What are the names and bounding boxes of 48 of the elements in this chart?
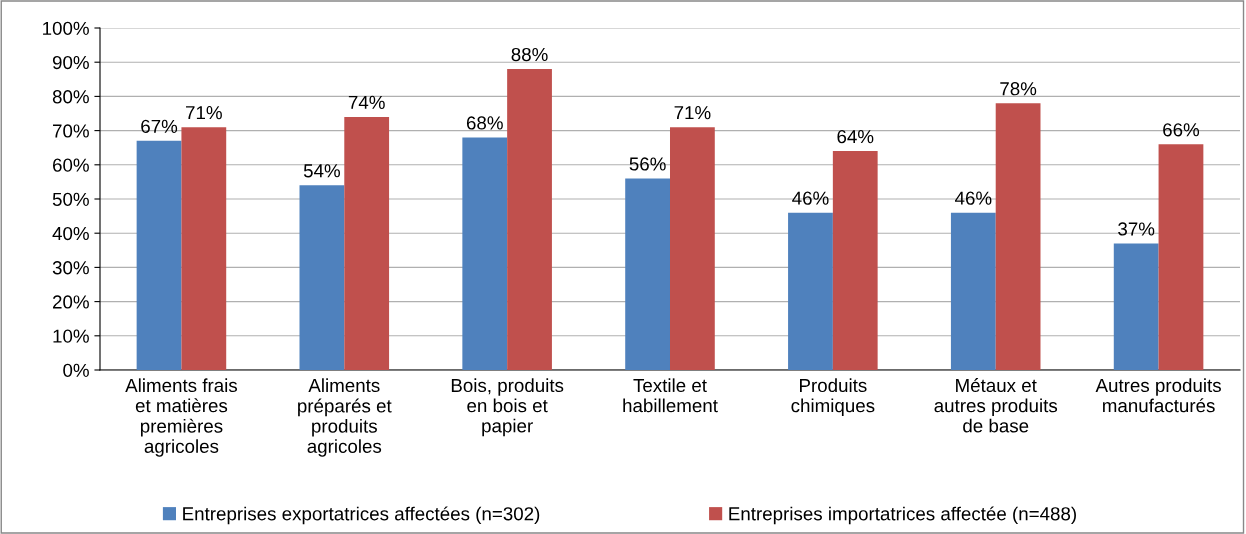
text: 88% [511, 47, 548, 62]
bar [299, 185, 345, 370]
x-tick-label: Aliments préparés et produits agricoles [298, 378, 392, 457]
bar [832, 151, 878, 370]
x-tick-label: Métaux et autres produits de base [934, 378, 1058, 433]
bar [625, 178, 670, 370]
x-tick-label: Autres produits manufacturés [1095, 378, 1221, 413]
x-tick-label: Bois, produits en bois et papier [451, 378, 564, 437]
text: 46% [954, 191, 992, 205]
text: 37% [1118, 222, 1155, 236]
text: 54% [303, 164, 340, 178]
y-tick-label: 20% [53, 295, 89, 309]
text: 71% [186, 106, 222, 120]
y-tick-label: 70% [53, 124, 89, 138]
y-tick-label: 0% [63, 363, 89, 377]
y-tick-label: 100% [43, 21, 89, 35]
text: 68% [466, 116, 503, 130]
y-tick-label: 30% [52, 261, 89, 275]
bar [950, 212, 996, 370]
bar [1158, 144, 1204, 370]
legend-label: Entreprises exportatrices affectées (n=302) [183, 506, 540, 525]
x-tick-label: Textile et habillement [623, 378, 718, 413]
y-tick-label: 40% [52, 226, 89, 241]
bar [1113, 243, 1159, 370]
x-tick-label: Produits chimiques [791, 378, 875, 417]
bar [181, 127, 227, 370]
text: 78% [1000, 82, 1037, 96]
text: 56% [629, 157, 666, 171]
y-tick-label: 80% [52, 90, 89, 104]
text: 64% [837, 129, 874, 144]
text: 74% [348, 95, 385, 109]
bar [462, 137, 508, 370]
text: 46% [792, 191, 829, 205]
bar [136, 140, 182, 370]
bar [788, 212, 833, 370]
bar [344, 116, 390, 370]
y-tick-label: 50% [52, 192, 89, 206]
text: 71% [674, 106, 711, 120]
y-tick-label: 60% [53, 158, 89, 172]
bar [670, 127, 715, 370]
text: 67% [141, 119, 178, 133]
bar [507, 69, 552, 370]
x-tick-label: Aliments frais et matières premières agricoles [125, 378, 238, 457]
y-tick-label: 10% [53, 329, 89, 343]
legend-label: Entreprises importatrices affectée (n=488) [729, 506, 1076, 525]
y-tick-label: 90% [52, 55, 89, 70]
bar [995, 103, 1041, 370]
text: 66% [1163, 123, 1200, 137]
